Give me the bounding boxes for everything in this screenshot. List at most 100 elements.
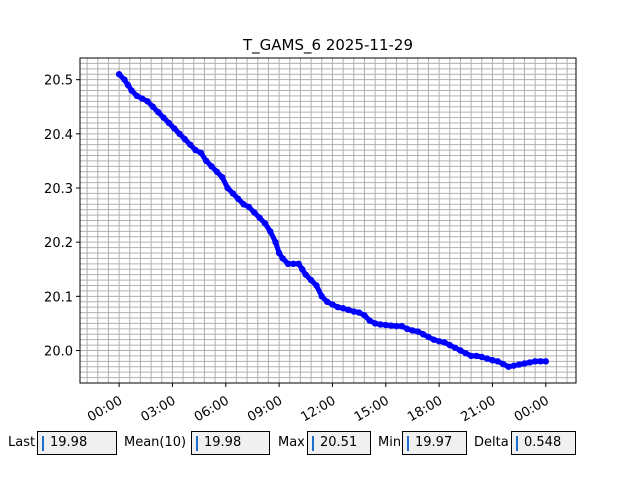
data-point [387, 322, 395, 329]
data-point [208, 163, 215, 170]
data-point [229, 190, 237, 197]
chart-title: T_GAMS_6 2025-11-29 [242, 36, 413, 55]
data-point [149, 103, 157, 110]
data-point [435, 338, 443, 345]
delta-value: 0.548 [524, 435, 562, 450]
y-tick-label: 20.3 [44, 182, 73, 197]
data-point [467, 352, 475, 360]
data-point [334, 303, 341, 311]
delta-value-field[interactable]: 0.548 [511, 431, 576, 455]
data-point [302, 271, 309, 278]
data-point [366, 317, 373, 324]
x-tick-label: 12:00 [298, 393, 338, 425]
data-point [318, 293, 325, 300]
data-point [355, 309, 363, 316]
y-tick-label: 20.4 [44, 128, 73, 143]
grid [80, 58, 576, 383]
data-point [414, 328, 421, 335]
min-value: 19.97 [415, 435, 453, 450]
data-point [235, 195, 242, 203]
data-point [115, 71, 123, 78]
data-point [176, 130, 183, 138]
last-label: Last [8, 435, 36, 450]
data-point [267, 228, 274, 235]
y-tick-label: 20.1 [44, 290, 73, 305]
data-point [393, 322, 400, 330]
data-point [121, 76, 128, 83]
data-point [155, 108, 162, 116]
data-series [115, 71, 549, 370]
data-point [419, 331, 427, 338]
x-tick-label: 18:00 [405, 393, 445, 425]
x-tick-label: 00:00 [512, 393, 552, 425]
data-point [499, 360, 507, 368]
data-point [307, 276, 315, 284]
data-point [478, 353, 485, 361]
data-point [295, 260, 302, 268]
text-cursor [516, 436, 518, 451]
data-point [483, 355, 491, 362]
data-point [345, 306, 352, 314]
x-tick-label: 21:00 [458, 393, 498, 425]
data-point [275, 249, 283, 257]
data-point [505, 363, 512, 370]
data-point [531, 358, 539, 365]
data-point [245, 203, 253, 211]
x-tick-label: 09:00 [245, 393, 285, 425]
data-point [290, 260, 297, 268]
data-point [224, 184, 231, 192]
data-point [361, 312, 368, 319]
data-point [197, 149, 205, 156]
mean-label: Mean(10) [124, 435, 187, 450]
data-point [272, 238, 279, 246]
text-cursor [407, 436, 409, 451]
data-point [371, 320, 379, 327]
data-point [350, 308, 357, 315]
data-point [139, 95, 146, 102]
data-point [160, 114, 167, 121]
data-point [192, 146, 199, 154]
text-cursor [42, 436, 44, 451]
text-cursor [196, 436, 198, 451]
data-point [187, 141, 194, 148]
data-point [279, 255, 286, 262]
data-point [430, 336, 437, 343]
last-value: 19.98 [50, 435, 88, 450]
x-tick-label: 15:00 [352, 393, 392, 425]
max-value-field[interactable]: 20.51 [307, 431, 371, 455]
x-tick-label: 06:00 [192, 393, 232, 425]
data-point [377, 321, 384, 328]
mean-value-field[interactable]: 19.98 [191, 431, 270, 455]
x-axis: 00:00 03:00 06:00 09:00 12:00 15:00 18:00 21:00… [85, 383, 552, 425]
data-point [457, 347, 464, 354]
data-point [261, 220, 269, 227]
data-point [213, 168, 221, 175]
min-label: Min [378, 435, 402, 450]
data-point [329, 301, 336, 308]
data-point [124, 81, 132, 89]
data-point [256, 214, 263, 221]
min-value-field[interactable]: 19.97 [402, 431, 467, 455]
x-tick-label: 00:00 [85, 393, 125, 425]
y-tick-label: 20.2 [44, 236, 73, 251]
delta-label: Delta [474, 435, 509, 450]
data-point [409, 327, 416, 334]
data-point [462, 350, 469, 357]
last-value-field[interactable]: 19.98 [37, 431, 117, 455]
data-point [171, 125, 178, 132]
data-point [251, 209, 258, 216]
max-label: Max [278, 435, 305, 450]
data-point [403, 325, 411, 333]
data-point [133, 92, 141, 100]
data-point [451, 344, 459, 351]
data-point [489, 357, 496, 364]
data-point [446, 341, 453, 349]
plot-frame [79, 57, 577, 384]
data-point [398, 322, 405, 330]
max-value: 20.51 [320, 435, 358, 450]
data-point [537, 358, 544, 365]
data-point [144, 98, 151, 105]
data-point [165, 119, 173, 127]
data-point [510, 362, 517, 369]
